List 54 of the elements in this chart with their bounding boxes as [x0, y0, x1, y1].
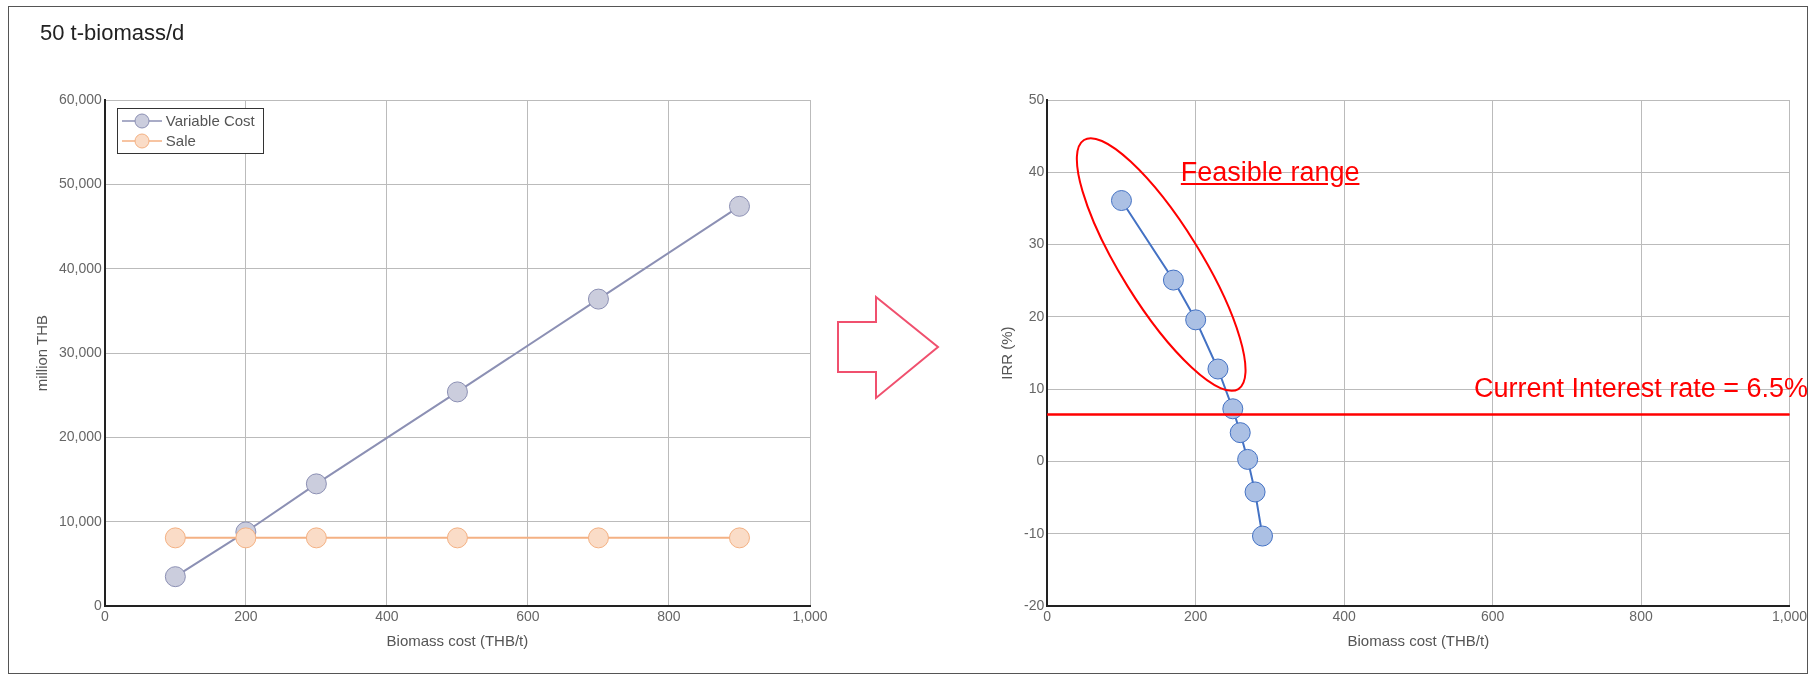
- x-axis-title: Biomass cost (THB/t): [386, 632, 529, 650]
- point: [235, 527, 257, 549]
- point: [587, 288, 609, 310]
- y-tick-label: 40,000: [58, 259, 103, 276]
- point: [446, 381, 468, 403]
- point: [1162, 269, 1184, 291]
- point: [1237, 448, 1259, 470]
- x-tick-label: 200: [234, 608, 258, 625]
- x-axis-title: Biomass cost (THB/t): [1347, 632, 1490, 650]
- x-tick-label: 800: [1629, 608, 1653, 625]
- point: [1229, 422, 1251, 444]
- y-tick-label: -20: [1024, 597, 1045, 614]
- y-tick-label: 20,000: [58, 428, 103, 445]
- x-tick-label: 400: [1332, 608, 1357, 625]
- point: [164, 566, 186, 588]
- point: [728, 527, 750, 549]
- point: [728, 195, 750, 217]
- x-tick-label: 600: [516, 608, 540, 625]
- y-tick-label: -10: [1024, 524, 1045, 541]
- point: [305, 473, 327, 495]
- y-tick-label: 50,000: [58, 175, 103, 192]
- point: [446, 527, 468, 549]
- x-tick-label: 1,000: [792, 608, 828, 625]
- point: [587, 527, 609, 549]
- y-tick-label: 50: [1028, 90, 1045, 107]
- y-tick-label: 30: [1028, 235, 1045, 252]
- point: [1251, 525, 1273, 547]
- point: [1222, 398, 1244, 420]
- point: [1185, 309, 1207, 331]
- point: [1244, 481, 1266, 503]
- y-tick-label: 30,000: [58, 343, 103, 360]
- x-tick-label: 200: [1184, 608, 1208, 625]
- x-tick-label: 600: [1480, 608, 1505, 625]
- legend-label: Sale: [165, 131, 196, 151]
- x-tick-label: 800: [657, 608, 681, 625]
- y-tick-label: 0: [1036, 452, 1045, 469]
- y-tick-label: 0: [94, 597, 103, 614]
- chart-title: 50 t-biomass/d: [40, 20, 185, 46]
- y-tick-label: 60,000: [58, 90, 103, 107]
- y-axis-title: IRR (%): [998, 326, 1016, 380]
- point: [1207, 358, 1229, 380]
- y-tick-label: 10: [1028, 380, 1045, 397]
- point: [164, 527, 186, 549]
- ref-line-label: Current Interest rate = 6.5%: [1474, 372, 1808, 403]
- annotation: Feasible range: [1180, 155, 1360, 188]
- y-axis-title: million THB: [33, 314, 51, 392]
- x-tick-label: 400: [375, 608, 399, 625]
- legend-label: Variable Cost: [165, 111, 255, 131]
- point: [305, 527, 327, 549]
- y-tick-label: 20: [1028, 307, 1045, 324]
- x-tick-label: 1,000: [1771, 608, 1808, 625]
- y-tick-label: 10,000: [58, 512, 103, 529]
- y-tick-label: 40: [1028, 163, 1045, 180]
- point: [1110, 190, 1132, 212]
